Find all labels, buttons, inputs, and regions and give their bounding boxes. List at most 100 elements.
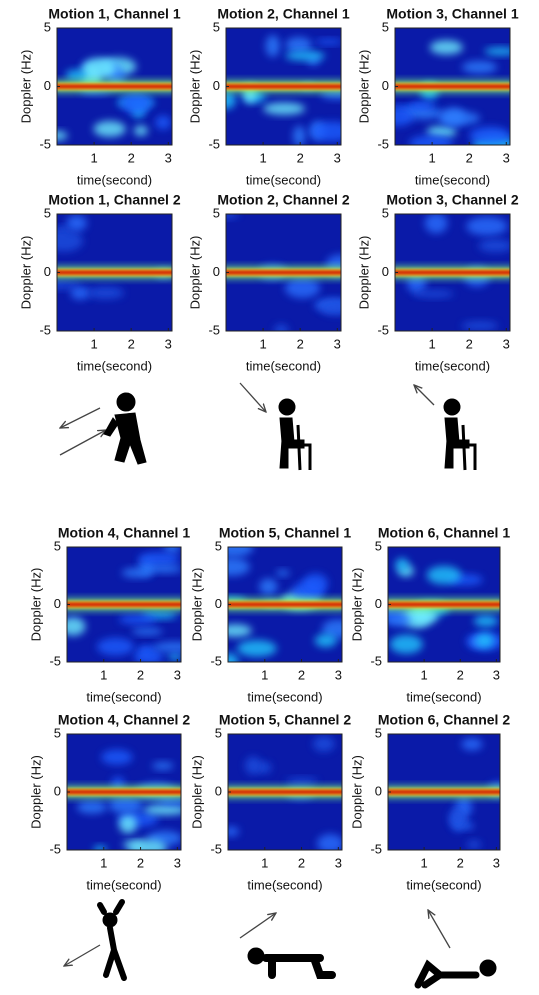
heatmap-blob xyxy=(274,323,289,331)
panel-title: Motion 1, Channel 2 xyxy=(48,192,180,208)
x-axis-label: time(second) xyxy=(406,877,481,892)
x-tick-label: 2 xyxy=(128,150,135,165)
y-tick-label: 0 xyxy=(382,78,389,93)
heatmap-blob xyxy=(101,749,133,765)
heatmap-band-red xyxy=(228,602,342,607)
x-tick-label: 3 xyxy=(493,667,500,682)
y-tick-label: 5 xyxy=(213,205,220,220)
heatmap xyxy=(228,547,342,662)
heatmap-blob xyxy=(93,120,126,138)
heatmap-blob xyxy=(478,239,510,253)
y-tick-label: 0 xyxy=(375,783,382,798)
x-tick-label: 1 xyxy=(261,855,268,870)
x-tick-label: 2 xyxy=(298,855,305,870)
heatmap-blob xyxy=(67,617,86,636)
pictogram-lie xyxy=(414,910,497,989)
x-tick-label: 1 xyxy=(90,150,97,165)
x-axis-label: time(second) xyxy=(415,358,490,373)
panel-title: Motion 2, Channel 1 xyxy=(217,6,349,22)
x-tick-label: 2 xyxy=(298,667,305,682)
heatmap-blob xyxy=(303,573,329,594)
y-axis-label: Doppler (Hz) xyxy=(28,568,43,642)
heatmap-blob xyxy=(228,547,254,558)
y-tick-label: 5 xyxy=(375,538,382,553)
heatmap-band-red xyxy=(395,270,510,275)
x-tick-label: 2 xyxy=(466,150,473,165)
y-axis-label: Doppler (Hz) xyxy=(349,755,364,829)
x-tick-label: 3 xyxy=(174,667,181,682)
y-tick-label: -5 xyxy=(49,841,61,856)
heatmap-blob xyxy=(127,839,168,850)
panel: Motion 1, Channel 1 1 2 3 -5 0 5 time(second) Do… xyxy=(18,6,180,188)
heatmap-blob xyxy=(314,633,337,648)
x-axis-label: time(second) xyxy=(247,877,322,892)
heatmap-blob xyxy=(228,624,252,638)
heatmap-blob xyxy=(311,121,341,142)
heatmap-blob xyxy=(292,125,306,145)
y-axis-label: Doppler (Hz) xyxy=(18,236,33,310)
panel: Motion 5, Channel 2 1 2 3 -5 0 5 time(second) Do… xyxy=(189,712,351,893)
panel-title: Motion 3, Channel 2 xyxy=(386,192,518,208)
heatmap-blob xyxy=(265,34,281,57)
x-axis-label: time(second) xyxy=(86,877,161,892)
panel-title: Motion 5, Channel 2 xyxy=(219,712,351,728)
panel: Motion 2, Channel 2 1 2 3 -5 0 5 time(second) Do… xyxy=(187,192,349,374)
heatmap-blob xyxy=(441,107,466,126)
y-tick-label: 0 xyxy=(215,783,222,798)
heatmap-blob xyxy=(143,804,181,816)
y-axis-label: Doppler (Hz) xyxy=(356,236,371,310)
heatmap-blob xyxy=(138,552,180,567)
x-tick-label: 1 xyxy=(100,667,107,682)
heatmap-band-red xyxy=(395,84,510,89)
heatmap-blob xyxy=(285,37,313,53)
x-tick-label: 1 xyxy=(100,855,107,870)
y-axis-label: Doppler (Hz) xyxy=(187,50,202,124)
heatmap-blob xyxy=(408,607,439,625)
heatmap-blob xyxy=(118,614,157,625)
y-tick-label: 0 xyxy=(44,264,51,279)
heatmap-blob xyxy=(259,578,278,595)
heatmap-blob xyxy=(108,796,143,814)
heatmap-blob xyxy=(409,101,435,109)
heatmap-blob xyxy=(429,40,463,55)
panel-title: Motion 6, Channel 2 xyxy=(378,712,510,728)
panel: Motion 1, Channel 2 1 2 3 -5 0 5 time(second) Do… xyxy=(18,192,180,374)
y-tick-label: 5 xyxy=(54,538,61,553)
heatmap-blob xyxy=(76,800,107,814)
heatmap-blob xyxy=(82,57,116,79)
y-tick-label: -5 xyxy=(210,841,222,856)
heatmap xyxy=(226,214,341,331)
heatmap-blob xyxy=(236,639,277,657)
heatmap-blob xyxy=(121,567,153,578)
x-tick-label: 3 xyxy=(174,855,181,870)
heatmap-band-red xyxy=(57,270,172,275)
panel-title: Motion 3, Channel 1 xyxy=(386,6,518,22)
x-tick-label: 1 xyxy=(90,336,97,351)
x-axis-label: time(second) xyxy=(77,358,152,373)
heatmap xyxy=(67,734,181,850)
heatmap-blob xyxy=(155,115,172,130)
y-tick-label: 5 xyxy=(215,725,222,740)
x-tick-label: 2 xyxy=(128,336,135,351)
heatmap-blob xyxy=(163,547,181,554)
x-tick-label: 1 xyxy=(428,150,435,165)
y-tick-label: -5 xyxy=(39,136,51,151)
panel: Motion 4, Channel 2 1 2 3 -5 0 5 time(second) Do… xyxy=(28,712,190,893)
heatmap-blob xyxy=(424,214,448,234)
heatmap-blob xyxy=(263,102,306,115)
heatmap-blob xyxy=(395,557,409,572)
x-tick-label: 2 xyxy=(457,855,464,870)
heatmap-blob xyxy=(118,814,137,834)
heatmap-blob xyxy=(151,761,174,770)
heatmap-blob xyxy=(316,833,342,850)
panel-title: Motion 6, Channel 1 xyxy=(378,525,510,541)
heatmap-blob xyxy=(57,131,68,141)
y-tick-label: -5 xyxy=(208,322,220,337)
panel: Motion 6, Channel 1 1 2 3 -5 0 5 time(second) Do… xyxy=(349,525,510,705)
heatmap-blob xyxy=(284,277,321,299)
x-axis-label: time(second) xyxy=(406,689,481,704)
y-tick-label: -5 xyxy=(370,653,382,668)
x-tick-label: 1 xyxy=(421,667,428,682)
y-tick-label: 0 xyxy=(44,78,51,93)
